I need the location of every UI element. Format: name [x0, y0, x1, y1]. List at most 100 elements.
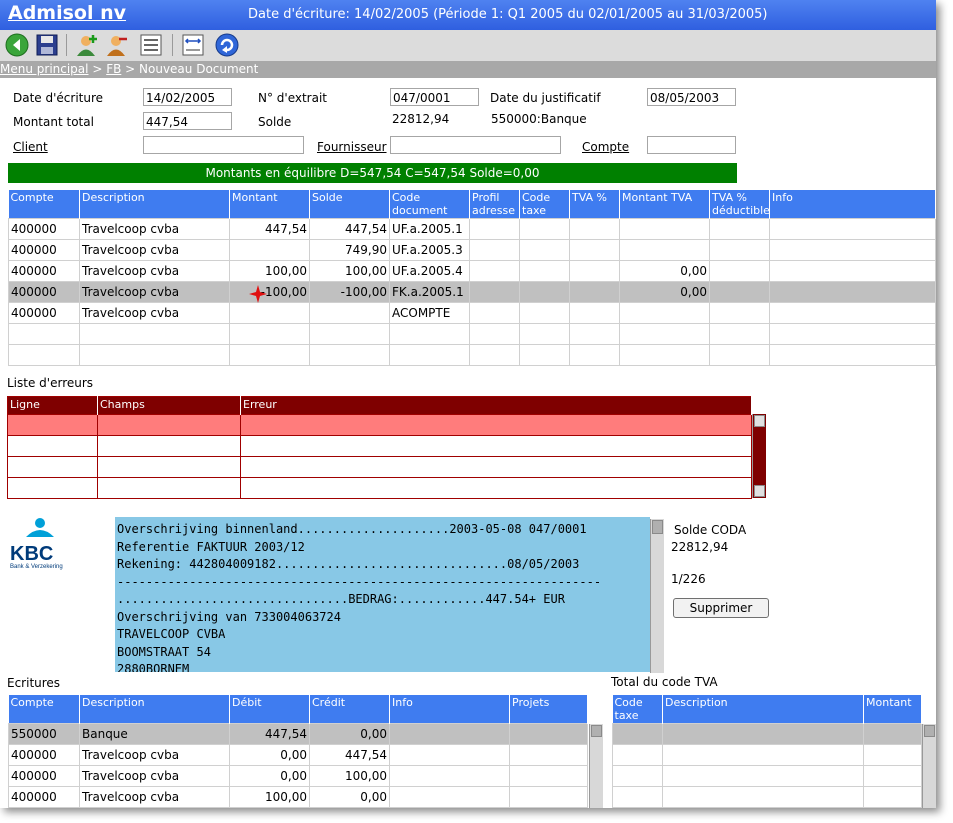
table-cell[interactable] [389, 785, 510, 808]
table-cell[interactable] [7, 477, 98, 499]
table-cell[interactable] [509, 722, 588, 745]
table-cell[interactable] [519, 323, 570, 345]
save-icon[interactable] [34, 32, 60, 58]
table-cell[interactable]: 400000 [8, 743, 80, 766]
table-cell[interactable]: Travelcoop cvba [79, 239, 230, 261]
breadcrumb-home-link[interactable]: Menu principal [0, 62, 89, 76]
compte-link[interactable]: Compte [582, 140, 630, 154]
table-cell[interactable] [612, 723, 663, 745]
col-montant-tva[interactable]: Montant TVA [619, 190, 710, 219]
coda-scroll-thumb[interactable] [652, 520, 663, 534]
table-cell[interactable]: 400000 [8, 218, 80, 240]
table-cell[interactable] [469, 302, 520, 324]
table-cell[interactable] [709, 323, 770, 345]
table-cell[interactable] [769, 281, 936, 303]
table-cell[interactable]: 0,00 [619, 281, 710, 303]
table-cell[interactable]: Travelcoop cvba [79, 260, 230, 282]
col-info[interactable]: Info [389, 695, 510, 723]
refresh-icon[interactable] [214, 32, 240, 58]
table-cell[interactable] [569, 281, 620, 303]
table-cell[interactable]: 447,54 [229, 218, 310, 240]
table-cell[interactable] [469, 260, 520, 282]
table-cell[interactable] [509, 764, 588, 787]
table-cell[interactable] [569, 218, 620, 240]
table-cell[interactable] [769, 239, 936, 261]
table-cell[interactable] [519, 218, 570, 240]
table-cell[interactable] [709, 260, 770, 282]
table-cell[interactable] [389, 743, 510, 766]
col-tva-pct[interactable]: TVA % [569, 190, 620, 219]
table-cell[interactable] [519, 302, 570, 324]
col-ligne[interactable]: Ligne [7, 396, 98, 415]
col-debit[interactable]: Débit [229, 695, 310, 723]
table-cell[interactable] [519, 281, 570, 303]
empty-row[interactable] [612, 786, 922, 808]
col-code-taxe[interactable]: Code taxe [519, 190, 570, 219]
table-cell[interactable]: Travelcoop cvba [79, 743, 230, 766]
fournisseur-field[interactable] [390, 136, 561, 154]
empty-row[interactable] [7, 477, 752, 499]
list-icon[interactable] [138, 32, 164, 58]
col-erreur[interactable]: Erreur [240, 396, 752, 415]
table-cell[interactable] [240, 435, 752, 457]
table-cell[interactable]: 447,54 [309, 218, 390, 240]
col-code-taxe[interactable]: Code taxe [612, 695, 663, 724]
table-cell[interactable]: 400000 [8, 764, 80, 787]
table-cell[interactable]: -100,00 [309, 281, 390, 303]
table-cell[interactable]: Banque [79, 722, 230, 745]
col-compte[interactable]: Compte [8, 190, 80, 219]
table-cell[interactable]: UF.a.2005.3 [389, 239, 470, 261]
errors-scrollbar[interactable] [752, 414, 766, 498]
table-cell[interactable] [469, 281, 520, 303]
table-row[interactable]: 400000 Travelcoop cvba 0,00 100,00 [8, 764, 588, 787]
table-cell[interactable] [240, 414, 752, 436]
table-cell[interactable]: 400000 [8, 281, 80, 303]
table-row[interactable]: 400000 Travelcoop cvba ACOMPTE [8, 302, 936, 324]
col-description[interactable]: Description [79, 190, 230, 219]
table-cell[interactable] [509, 785, 588, 808]
table-cell[interactable] [769, 260, 936, 282]
col-compte[interactable]: Compte [8, 695, 80, 723]
table-cell[interactable] [7, 456, 98, 478]
ecritures-scroll-thumb[interactable] [591, 725, 602, 737]
table-cell[interactable] [612, 786, 663, 808]
table-row[interactable]: 400000 Travelcoop cvba 100,00 0,00 [8, 785, 588, 808]
col-tva-deductible[interactable]: TVA % déductible [709, 190, 770, 219]
empty-row[interactable] [8, 323, 936, 345]
table-cell[interactable]: FK.a.2005.1 [389, 281, 470, 303]
table-cell[interactable] [662, 744, 864, 766]
table-row[interactable]: 550000 Banque 447,54 0,00 [8, 722, 588, 745]
table-cell[interactable] [863, 723, 922, 745]
table-cell[interactable] [709, 344, 770, 366]
compte-field[interactable] [647, 136, 736, 154]
table-cell[interactable]: 100,00 [309, 764, 390, 787]
table-cell[interactable] [619, 323, 710, 345]
table-cell[interactable]: Travelcoop cvba [79, 281, 230, 303]
table-row[interactable]: 400000 Travelcoop cvba 749,90 UF.a.2005.3 [8, 239, 936, 261]
date-ecriture-field[interactable]: 14/02/2005 [143, 88, 232, 106]
supprimer-button[interactable]: Supprimer [673, 598, 769, 618]
table-cell[interactable]: 400000 [8, 785, 80, 808]
col-champs[interactable]: Champs [97, 396, 241, 415]
table-cell[interactable] [569, 239, 620, 261]
breadcrumb-journal-link[interactable]: FB [106, 62, 122, 76]
table-cell[interactable]: 550000 [8, 722, 80, 745]
table-cell[interactable] [509, 743, 588, 766]
table-row[interactable]: 400000 Travelcoop cvba 0,00 447,54 [8, 743, 588, 766]
table-cell[interactable] [769, 323, 936, 345]
table-cell[interactable] [229, 239, 310, 261]
table-cell[interactable] [229, 344, 310, 366]
col-profil-adresse[interactable]: Profil adresse [469, 190, 520, 219]
table-cell[interactable] [769, 218, 936, 240]
table-cell[interactable] [863, 786, 922, 808]
table-cell[interactable] [8, 323, 80, 345]
errors-scroll-up[interactable] [754, 415, 765, 427]
add-person-icon[interactable] [74, 32, 100, 58]
table-cell[interactable] [389, 764, 510, 787]
table-cell[interactable] [863, 744, 922, 766]
table-cell[interactable]: 0,00 [309, 785, 390, 808]
table-cell[interactable] [7, 414, 98, 436]
table-cell[interactable] [389, 344, 470, 366]
fournisseur-link[interactable]: Fournisseur [317, 140, 387, 154]
table-cell[interactable] [612, 765, 663, 787]
